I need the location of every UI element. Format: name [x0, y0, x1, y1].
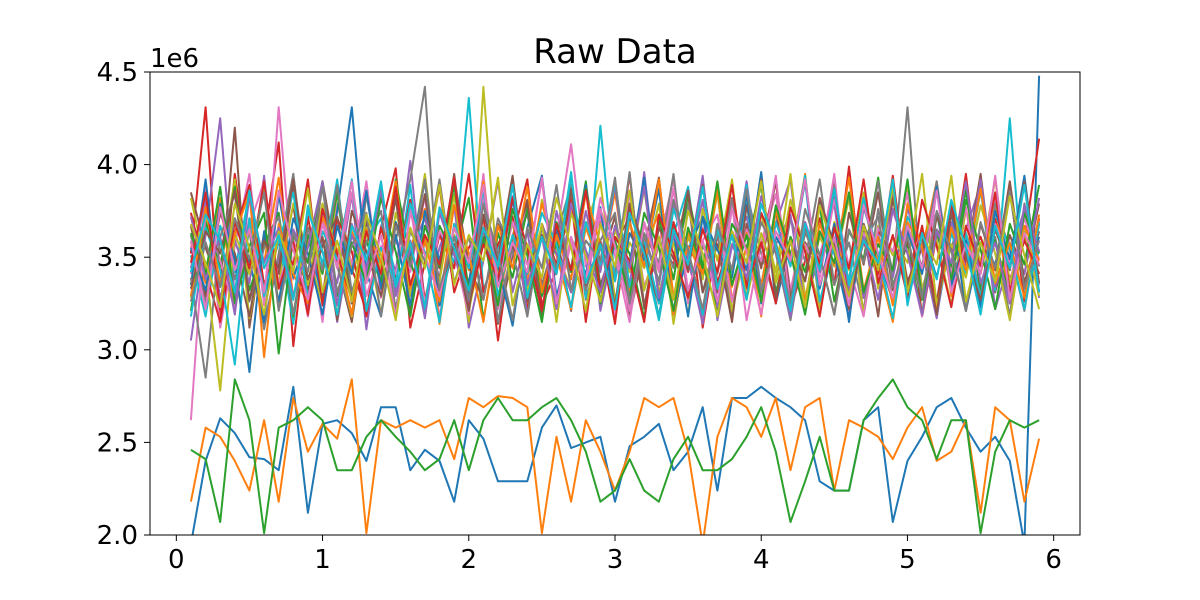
chart-title: Raw Data [533, 32, 697, 72]
x-tick-label: 3 [607, 545, 624, 575]
x-tick-label: 6 [1045, 545, 1062, 575]
y-axis-offset-label: 1e6 [150, 44, 199, 74]
y-tick-label: 2.5 [97, 428, 138, 458]
x-tick-label: 4 [753, 545, 770, 575]
x-tick-label: 1 [314, 545, 331, 575]
x-tick-label: 5 [899, 545, 916, 575]
y-tick-label: 4.0 [97, 151, 138, 181]
y-tick-label: 3.0 [97, 336, 138, 366]
series-line-30 [189, 174, 1041, 318]
series-line-3 [190, 378, 1040, 535]
y-tick-label: 4.5 [97, 58, 138, 88]
y-axis: 2.0 2.5 3.0 3.5 4.0 4.5 [97, 58, 150, 551]
x-tick-label: 2 [461, 545, 478, 575]
y-tick-label: 2.0 [97, 521, 138, 551]
x-axis: 0 1 2 3 4 5 6 [168, 535, 1062, 575]
series-layer [189, 75, 1041, 535]
y-tick-label: 3.5 [97, 243, 138, 273]
x-tick-label: 0 [168, 545, 185, 575]
series-line-1 [191, 75, 1041, 535]
series-line-24 [189, 176, 1041, 323]
